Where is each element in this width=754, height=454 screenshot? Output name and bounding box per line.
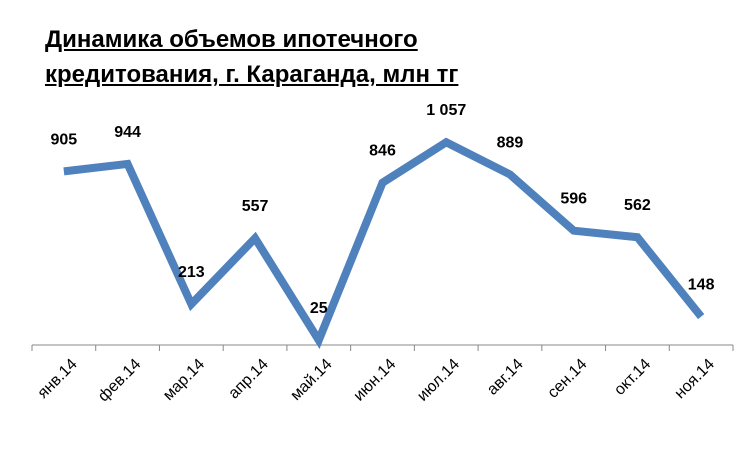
- line: [63, 137, 705, 349]
- x-tick-label: авг.14: [484, 356, 527, 399]
- x-tick-label: май.14: [287, 356, 335, 404]
- data-label: 596: [560, 191, 587, 208]
- data-label: 889: [497, 134, 524, 151]
- data-label: 213: [178, 264, 205, 281]
- x-tick-label: мар.14: [160, 356, 208, 404]
- data-label: 905: [51, 131, 78, 148]
- x-tick-label: ноя.14: [672, 356, 718, 402]
- x-tick-label: сен.14: [545, 356, 591, 402]
- data-label: 846: [369, 143, 396, 160]
- data-label: 557: [242, 198, 269, 215]
- x-tick-label: июн.14: [351, 356, 400, 405]
- data-label: 25: [310, 300, 328, 317]
- data-label: 562: [624, 197, 651, 214]
- x-tick-label: янв.14: [35, 356, 81, 402]
- x-tick-label: фев.14: [95, 356, 144, 405]
- x-tick-label: июл.14: [414, 356, 463, 405]
- chart-title: Динамика объемов ипотечного кредитования…: [45, 26, 459, 88]
- x-tick-label: окт.14: [611, 356, 654, 399]
- data-label: 148: [688, 277, 715, 294]
- x-tick-label: апр.14: [225, 356, 272, 403]
- data-label: 1 057: [426, 102, 466, 119]
- data-label: 944: [114, 124, 141, 141]
